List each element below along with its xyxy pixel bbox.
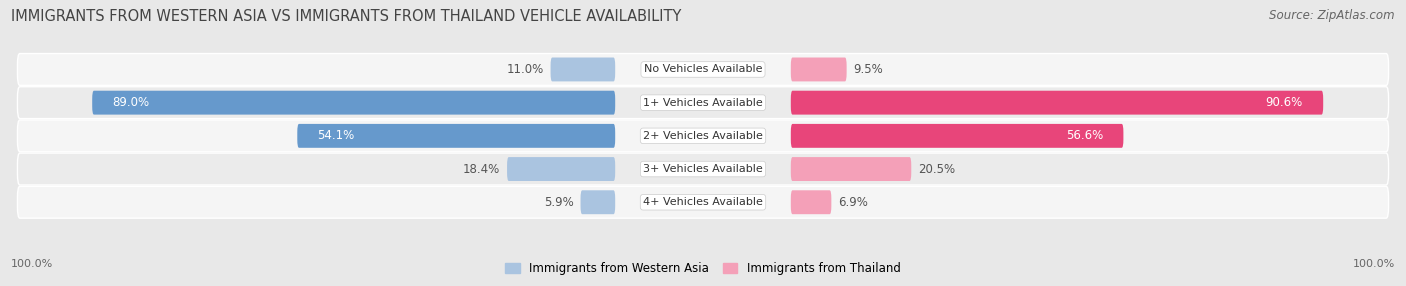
Text: IMMIGRANTS FROM WESTERN ASIA VS IMMIGRANTS FROM THAILAND VEHICLE AVAILABILITY: IMMIGRANTS FROM WESTERN ASIA VS IMMIGRAN… [11, 9, 682, 23]
Text: 54.1%: 54.1% [318, 129, 354, 142]
FancyBboxPatch shape [297, 124, 616, 148]
Text: 90.6%: 90.6% [1265, 96, 1303, 109]
FancyBboxPatch shape [790, 57, 846, 82]
Text: 1+ Vehicles Available: 1+ Vehicles Available [643, 98, 763, 108]
Text: 9.5%: 9.5% [853, 63, 883, 76]
Text: 6.9%: 6.9% [838, 196, 868, 209]
FancyBboxPatch shape [790, 91, 1323, 115]
Text: 5.9%: 5.9% [544, 196, 574, 209]
FancyBboxPatch shape [790, 190, 831, 214]
FancyBboxPatch shape [790, 157, 911, 181]
Text: 89.0%: 89.0% [112, 96, 149, 109]
Text: 11.0%: 11.0% [506, 63, 544, 76]
Text: 100.0%: 100.0% [11, 259, 53, 269]
FancyBboxPatch shape [581, 190, 616, 214]
FancyBboxPatch shape [17, 153, 1389, 185]
Text: 4+ Vehicles Available: 4+ Vehicles Available [643, 197, 763, 207]
FancyBboxPatch shape [17, 87, 1389, 119]
Text: 100.0%: 100.0% [1353, 259, 1395, 269]
Text: 20.5%: 20.5% [918, 162, 955, 176]
Text: No Vehicles Available: No Vehicles Available [644, 64, 762, 74]
FancyBboxPatch shape [790, 124, 1123, 148]
FancyBboxPatch shape [508, 157, 616, 181]
Text: Source: ZipAtlas.com: Source: ZipAtlas.com [1270, 9, 1395, 21]
Text: 56.6%: 56.6% [1066, 129, 1104, 142]
Text: 3+ Vehicles Available: 3+ Vehicles Available [643, 164, 763, 174]
FancyBboxPatch shape [551, 57, 616, 82]
FancyBboxPatch shape [17, 53, 1389, 86]
Legend: Immigrants from Western Asia, Immigrants from Thailand: Immigrants from Western Asia, Immigrants… [505, 262, 901, 275]
FancyBboxPatch shape [17, 186, 1389, 218]
Text: 18.4%: 18.4% [463, 162, 501, 176]
FancyBboxPatch shape [93, 91, 616, 115]
FancyBboxPatch shape [17, 120, 1389, 152]
Text: 2+ Vehicles Available: 2+ Vehicles Available [643, 131, 763, 141]
